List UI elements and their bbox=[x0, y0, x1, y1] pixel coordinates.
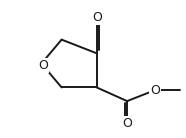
Text: O: O bbox=[122, 117, 132, 130]
Text: O: O bbox=[150, 84, 160, 97]
Text: O: O bbox=[92, 11, 102, 24]
Text: O: O bbox=[38, 59, 48, 72]
